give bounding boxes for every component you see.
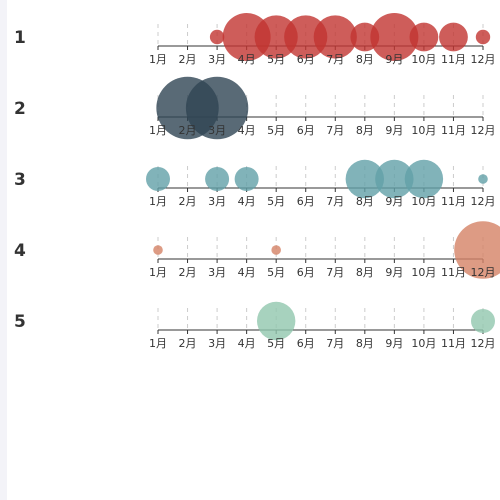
- bubble-2-3: [185, 76, 249, 140]
- bubble-1-7: [313, 15, 357, 59]
- tick-label: 6月: [297, 195, 315, 208]
- tick-label: 5月: [267, 124, 285, 137]
- tick-label: 12月: [471, 266, 496, 279]
- row-3: 1月 2月 3月 4月 5月 6月 7月 8月 9月 10月 11月 12月 3: [14, 159, 496, 208]
- row-1: 1月 2月 3月 4月 5月 6月 7月 8月 9月 10月 11月 12月 1: [14, 13, 496, 66]
- bubble-1-12: [475, 29, 491, 45]
- tick-label: 10月: [411, 266, 436, 279]
- tick-label: 11月: [441, 124, 466, 137]
- bubble-1-3: [209, 29, 225, 45]
- tick-label: 3月: [208, 53, 226, 66]
- row-label: 2: [14, 99, 26, 119]
- tick-label: 4月: [238, 337, 256, 350]
- bubble-3-12: [478, 174, 488, 184]
- bubble-5-12: [471, 309, 495, 333]
- bubble-3-10: [404, 159, 444, 199]
- row-4: 1月 2月 3月 4月 5月 6月 7月 8月 9月 10月 11月 12月 4: [14, 221, 500, 279]
- tick-label: 1月: [149, 266, 167, 279]
- tick-label: 8月: [356, 195, 374, 208]
- tick-label: 7月: [326, 53, 344, 66]
- tick-label: 6月: [297, 337, 315, 350]
- tick-label: 11月: [441, 266, 466, 279]
- tick-label: 2月: [179, 124, 197, 137]
- bubble-5-5: [256, 301, 296, 341]
- tick-label: 10月: [411, 337, 436, 350]
- tick-label: 1月: [149, 337, 167, 350]
- tick-label: 6月: [297, 53, 315, 66]
- bubble-3-4: [234, 167, 259, 191]
- tick-label: 9月: [385, 195, 403, 208]
- bubble-3-1: [146, 167, 170, 191]
- tick-label: 2月: [179, 266, 197, 279]
- tick-label: 11月: [441, 195, 466, 208]
- tick-label: 8月: [356, 53, 374, 66]
- tick-label: 1月: [149, 195, 167, 208]
- row-label: 1: [14, 28, 26, 48]
- tick-label: 2月: [179, 195, 197, 208]
- tick-label: 4月: [238, 53, 256, 66]
- tick-label: 4月: [238, 124, 256, 137]
- bubble-4-1: [153, 245, 163, 255]
- tick-label: 8月: [356, 337, 374, 350]
- tick-label: 5月: [267, 53, 285, 66]
- tick-label: 10月: [411, 195, 436, 208]
- bubble-1-6: [284, 15, 328, 59]
- bubble-1-9: [370, 13, 419, 61]
- tick-label: 1月: [149, 124, 167, 137]
- tick-label: 5月: [267, 195, 285, 208]
- row-2: 1月 2月 3月 4月 5月 6月 7月 8月 9月 10月 11月 12月 2: [14, 76, 496, 140]
- tick-label: 11月: [441, 53, 466, 66]
- tick-label: 12月: [471, 53, 496, 66]
- tick-label: 5月: [267, 337, 285, 350]
- tick-label: 9月: [385, 53, 403, 66]
- tick-label: 7月: [326, 124, 344, 137]
- tick-label: 9月: [385, 266, 403, 279]
- tick-label: 4月: [238, 266, 256, 279]
- tick-label: 12月: [471, 124, 496, 137]
- tick-label: 3月: [208, 337, 226, 350]
- chart-panel: [7, 0, 500, 500]
- tick-label: 1月: [149, 53, 167, 66]
- bubble-3-8: [345, 159, 385, 199]
- tick-label: 3月: [208, 195, 226, 208]
- tick-label: 2月: [179, 53, 197, 66]
- tick-label: 3月: [208, 266, 226, 279]
- tick-label: 3月: [208, 124, 226, 137]
- tick-label: 10月: [411, 53, 436, 66]
- bubble-3-3: [205, 167, 230, 191]
- tick-label: 7月: [326, 195, 344, 208]
- row-label: 4: [14, 241, 26, 261]
- tick-label: 5月: [267, 266, 285, 279]
- tick-label: 12月: [471, 337, 496, 350]
- tick-label: 6月: [297, 266, 315, 279]
- tick-label: 11月: [441, 337, 466, 350]
- bubble-1-5: [254, 15, 298, 59]
- tick-label: 8月: [356, 124, 374, 137]
- row-5: 1月 2月 3月 4月 5月 6月 7月 8月 9月 10月 11月 12月 5: [14, 301, 496, 350]
- bubble-1-11: [439, 22, 468, 52]
- tick-label: 4月: [238, 195, 256, 208]
- row-label: 5: [14, 312, 26, 332]
- tick-label: 7月: [326, 337, 344, 350]
- bubble-1-10: [409, 22, 439, 52]
- tick-label: 7月: [326, 266, 344, 279]
- tick-label: 9月: [385, 337, 403, 350]
- tick-label: 10月: [411, 124, 436, 137]
- tick-label: 12月: [471, 195, 496, 208]
- bubble-4-12: [454, 221, 500, 279]
- tick-label: 8月: [356, 266, 374, 279]
- row-label: 3: [14, 170, 26, 190]
- bubble-4-5: [271, 245, 281, 255]
- tick-label: 2月: [179, 337, 197, 350]
- bubble-3-9: [375, 159, 414, 199]
- tick-label: 6月: [297, 124, 315, 137]
- tick-label: 9月: [385, 124, 403, 137]
